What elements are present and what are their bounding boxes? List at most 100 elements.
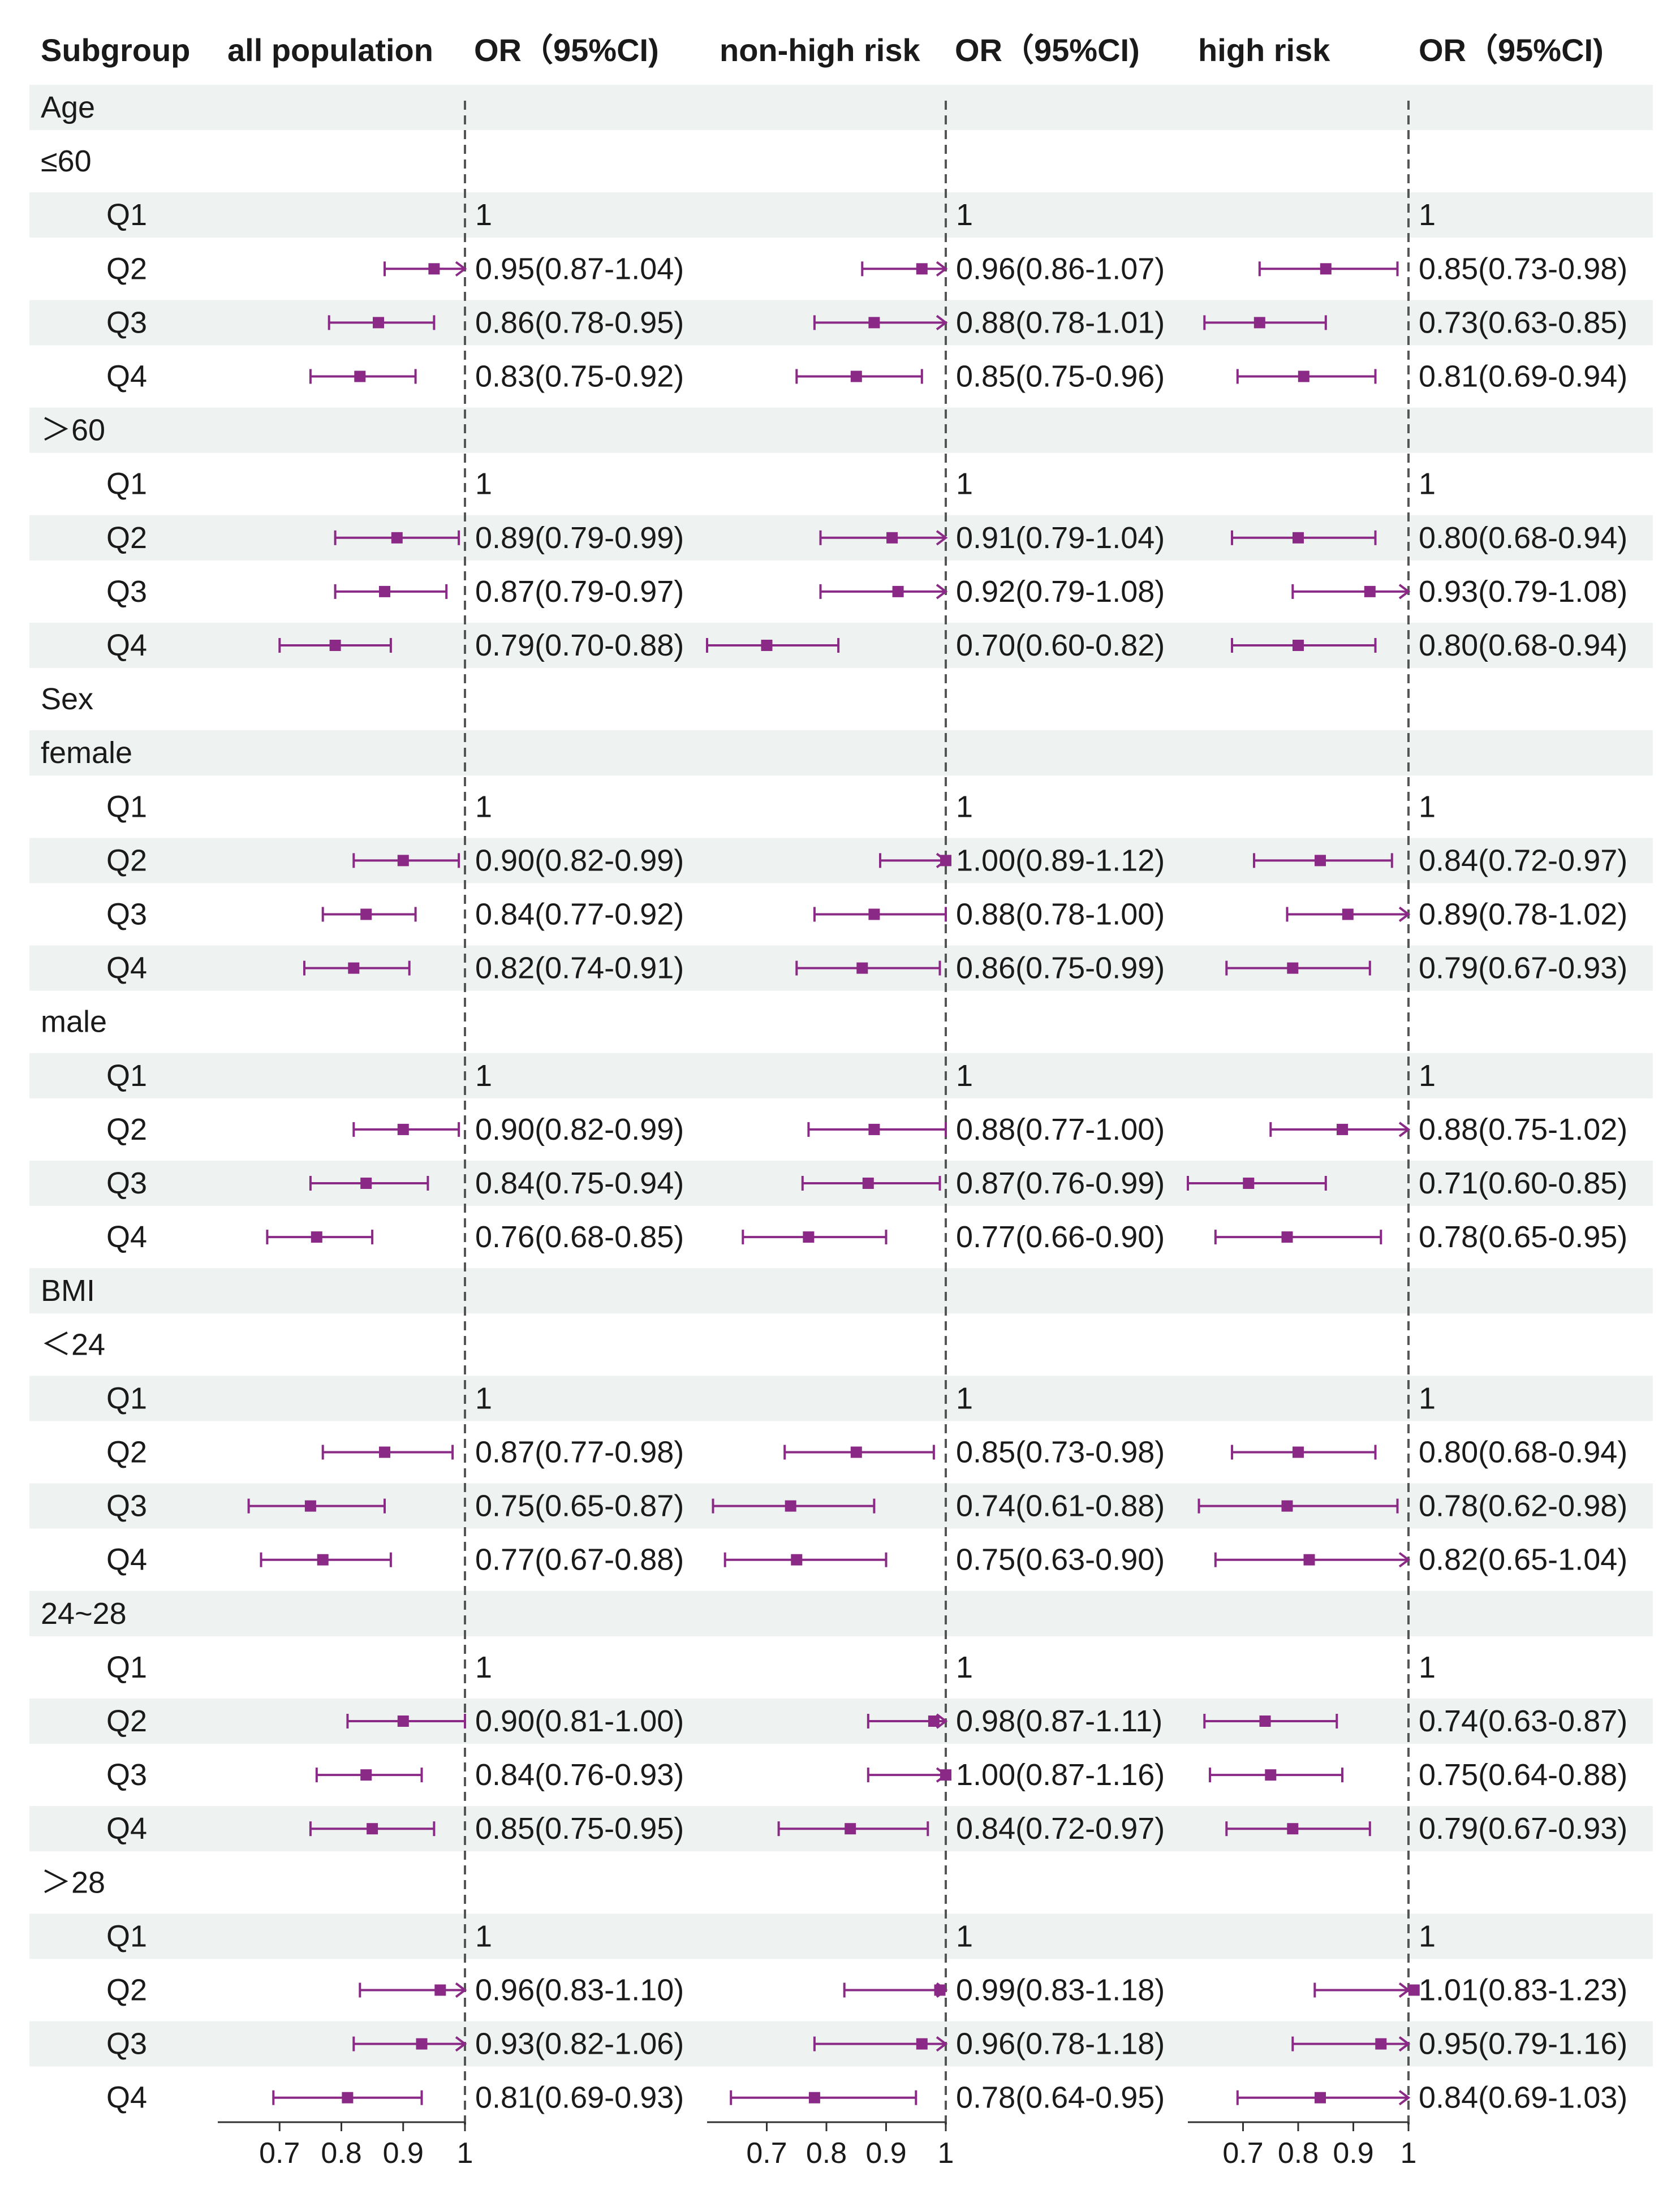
or-point xyxy=(311,1231,322,1243)
or-ci-text: 0.96(0.86-1.07) xyxy=(956,252,1165,286)
or-point xyxy=(940,1769,951,1781)
or-point xyxy=(1243,1178,1255,1189)
or-point xyxy=(1259,1715,1271,1727)
row-label: Q2 xyxy=(106,843,147,877)
reference-value: 1 xyxy=(475,1381,492,1415)
or-ci-text: 0.88(0.75-1.02) xyxy=(1419,1113,1627,1146)
or-point xyxy=(391,532,403,544)
ci-arrow xyxy=(455,261,467,277)
or-ci-text: 1.00(0.87-1.16) xyxy=(956,1758,1165,1792)
or-point xyxy=(886,532,898,544)
or-point xyxy=(1298,370,1309,382)
reference-value: 1 xyxy=(956,1650,973,1684)
or-point xyxy=(850,370,862,382)
or-ci-text: 0.80(0.68-0.94) xyxy=(1419,521,1627,555)
or-point xyxy=(379,585,390,597)
ci-arrow xyxy=(1398,2036,1411,2052)
reference-value: 1 xyxy=(1419,790,1436,824)
row-label: Q3 xyxy=(106,1489,147,1523)
ci-arrow xyxy=(936,2036,948,2052)
header-or-high-risk: OR（95%CI) xyxy=(1419,32,1604,68)
row-stripe xyxy=(29,1268,1653,1314)
row-label: Q4 xyxy=(106,360,147,394)
row-label: Q2 xyxy=(106,1704,147,1738)
or-ci-text: 0.85(0.75-0.96) xyxy=(956,360,1165,394)
row-stripe xyxy=(29,1913,1653,1959)
ci-arrow xyxy=(455,1982,467,1998)
or-point xyxy=(1281,1231,1293,1243)
row-label: Q1 xyxy=(106,1059,147,1093)
reference-value: 1 xyxy=(1419,1059,1436,1093)
or-ci-text: 0.86(0.78-0.95) xyxy=(475,305,684,339)
or-point xyxy=(845,1823,856,1835)
reference-value: 1 xyxy=(956,790,973,824)
row-label: Q1 xyxy=(106,1650,147,1684)
or-point xyxy=(379,1446,390,1458)
or-point xyxy=(354,370,366,382)
or-ci-texts: 1 1 1 0.95(0.87-1.04) 0.96(0.86-1.07) 0.85(0.… xyxy=(475,198,1627,2115)
reference-value: 1 xyxy=(475,1059,492,1093)
reference-value: 1 xyxy=(1419,1650,1436,1684)
or-point xyxy=(1375,2038,1387,2050)
reference-value: 1 xyxy=(1419,1919,1436,1953)
or-ci-text: 0.78(0.62-0.98) xyxy=(1419,1489,1627,1523)
row-label: Q3 xyxy=(106,1758,147,1792)
or-ci-text: 0.85(0.75-0.95) xyxy=(475,1812,684,1846)
row-label: Q1 xyxy=(106,790,147,824)
or-point xyxy=(367,1823,378,1835)
row-label: Age xyxy=(41,90,95,124)
ci-arrow xyxy=(936,261,948,277)
ci-arrow xyxy=(455,2036,467,2052)
or-point xyxy=(360,1178,372,1189)
row-label: Q3 xyxy=(106,898,147,932)
or-ci-text: 0.92(0.79-1.08) xyxy=(956,575,1165,609)
ci-arrow xyxy=(1398,584,1411,600)
or-ci-text: 0.78(0.65-0.95) xyxy=(1419,1220,1627,1254)
or-point xyxy=(304,1500,316,1512)
or-ci-text: 0.89(0.78-1.02) xyxy=(1419,898,1627,932)
or-ci-text: 0.83(0.75-0.92) xyxy=(475,360,684,394)
or-ci-text: 0.84(0.76-0.93) xyxy=(475,1758,684,1792)
row-label: ≤60 xyxy=(41,144,92,178)
or-ci-text: 0.74(0.61-0.88) xyxy=(956,1489,1165,1523)
reference-value: 1 xyxy=(1419,467,1436,501)
or-point xyxy=(1408,1984,1420,1996)
or-point xyxy=(1287,962,1299,974)
or-ci-text: 0.77(0.66-0.90) xyxy=(956,1220,1165,1254)
or-ci-text: 0.90(0.82-0.99) xyxy=(475,1113,684,1146)
or-ci-text: 0.89(0.79-0.99) xyxy=(475,521,684,555)
reference-value: 1 xyxy=(956,1059,973,1093)
or-ci-text: 0.91(0.79-1.04) xyxy=(956,521,1165,555)
or-point xyxy=(940,855,951,867)
header-group-high-risk: high risk xyxy=(1198,32,1330,68)
row-label: Q3 xyxy=(106,1166,147,1200)
or-ci-text: 0.84(0.69-1.03) xyxy=(1419,2081,1627,2115)
reference-value: 1 xyxy=(475,1919,492,1953)
ci-arrow xyxy=(936,1713,948,1729)
row-label: Q4 xyxy=(106,628,147,662)
row-label: Q4 xyxy=(106,1812,147,1846)
ci-arrow xyxy=(1398,2090,1411,2106)
estimate-marks xyxy=(247,261,1420,2106)
row-label: ＞60 xyxy=(41,413,105,447)
row-label: Q3 xyxy=(106,575,147,609)
or-point xyxy=(1293,532,1304,544)
or-point xyxy=(342,2092,354,2104)
or-ci-text: 0.93(0.79-1.08) xyxy=(1419,575,1627,609)
or-ci-text: 0.82(0.65-1.04) xyxy=(1419,1543,1627,1577)
or-point xyxy=(416,2038,428,2050)
or-point xyxy=(1315,2092,1326,2104)
x-tick-label: 0.8 xyxy=(1278,2137,1319,2170)
row-label: Q1 xyxy=(106,467,147,501)
reference-value: 1 xyxy=(956,1381,973,1415)
row-stripe xyxy=(29,407,1653,453)
row-label: Q1 xyxy=(106,1919,147,1953)
or-point xyxy=(916,2038,928,2050)
or-point xyxy=(397,855,409,867)
x-tick-label: 0.8 xyxy=(806,2137,847,2170)
or-ci-text: 0.79(0.67-0.93) xyxy=(1419,1812,1627,1846)
ci-arrow xyxy=(936,314,948,331)
column-header: Subgroup all population OR（95%CI) non-hi… xyxy=(41,32,1604,68)
x-tick-label: 0.9 xyxy=(865,2137,906,2170)
row-label: Q3 xyxy=(106,305,147,339)
